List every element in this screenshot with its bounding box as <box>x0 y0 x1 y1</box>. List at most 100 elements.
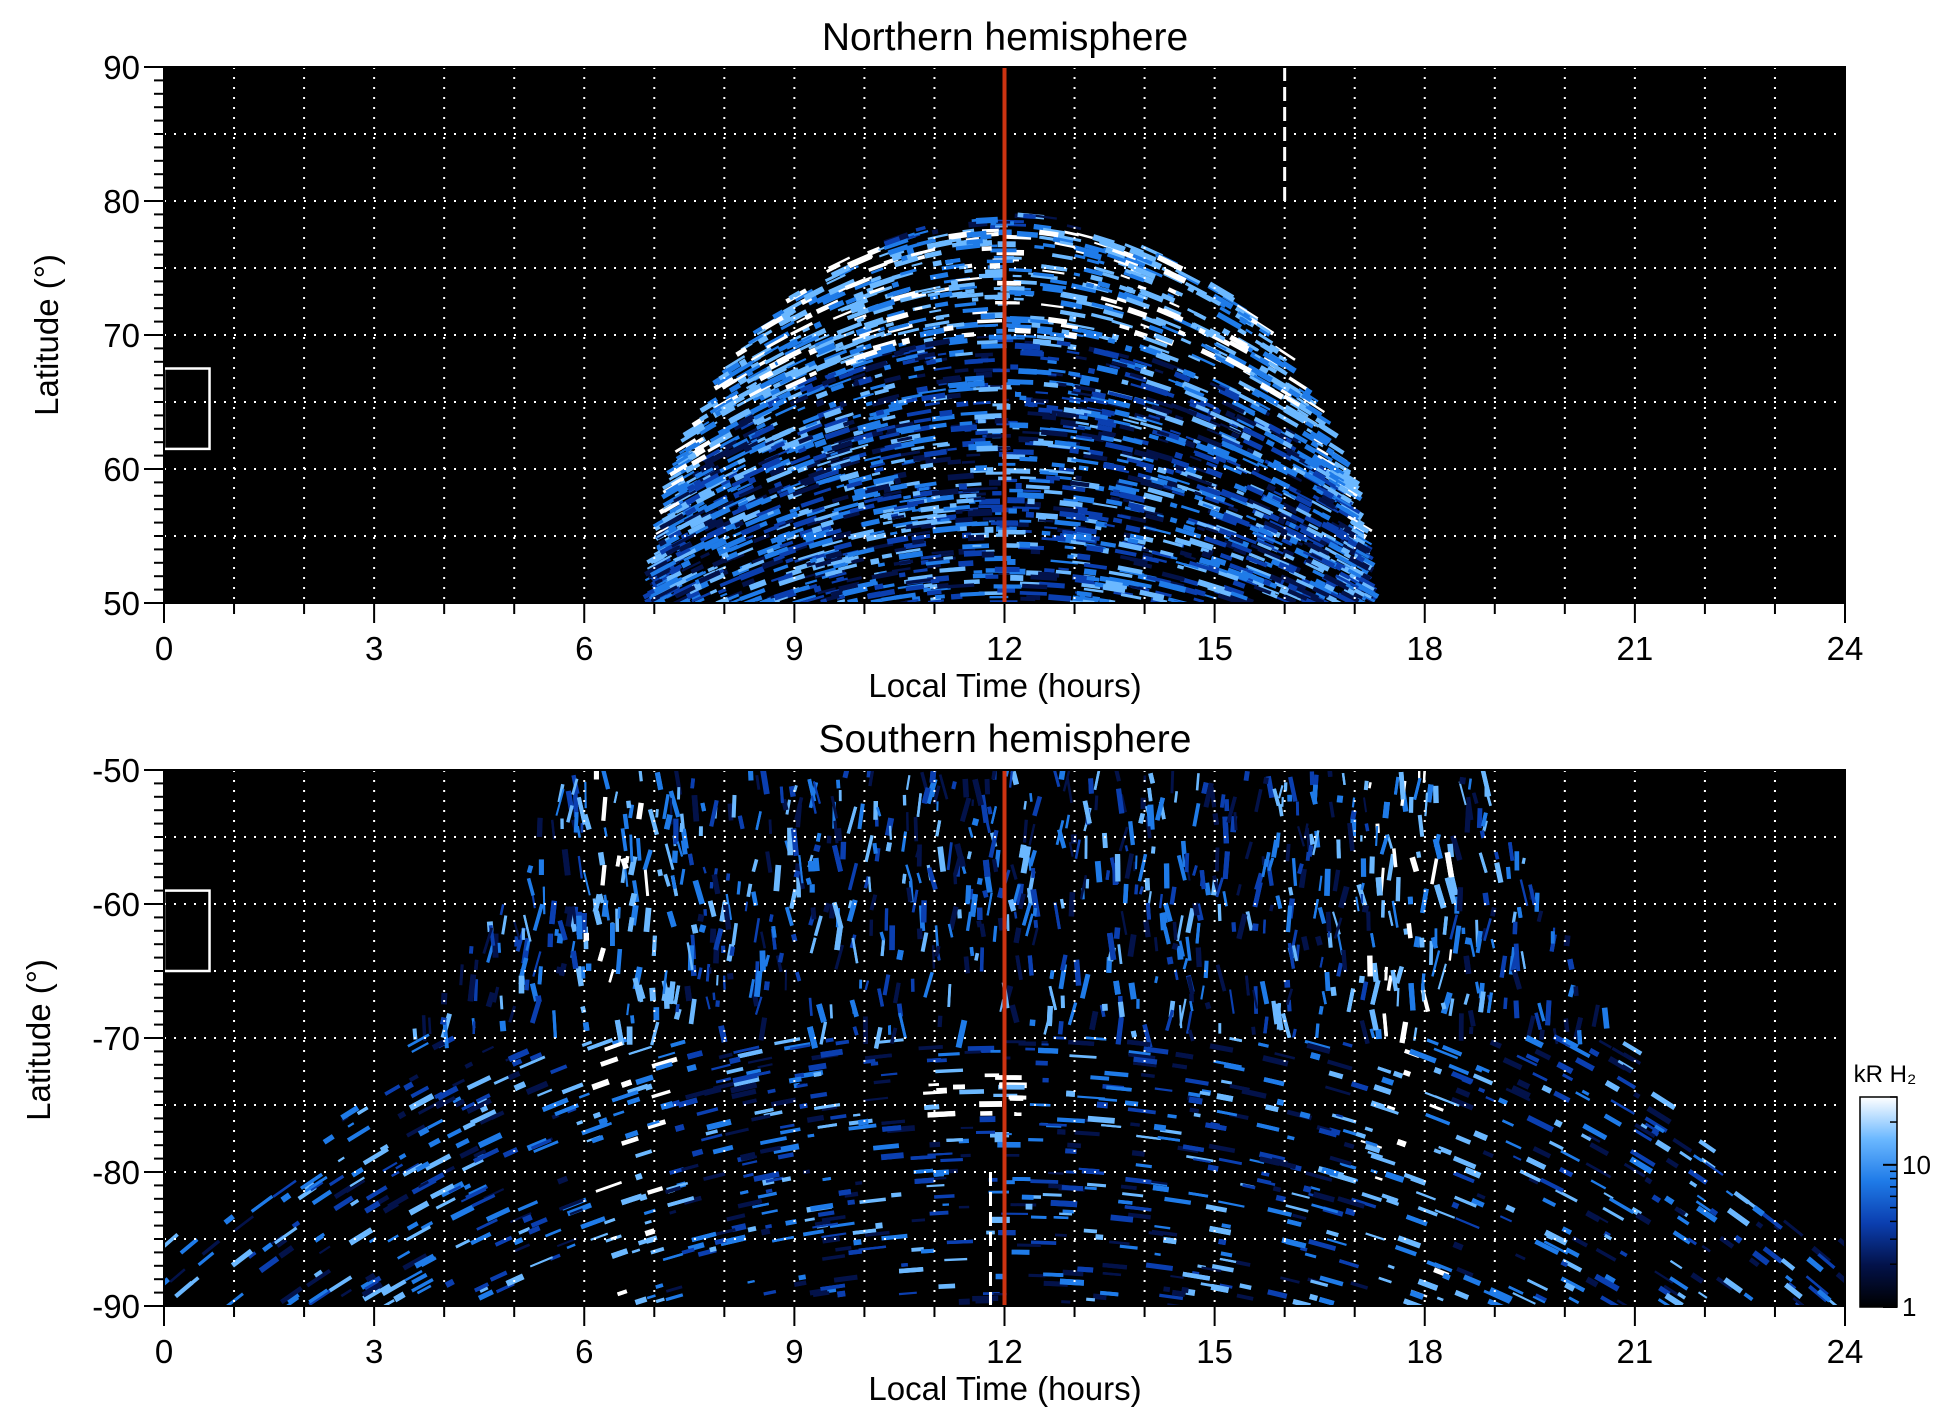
emission-streak <box>717 500 735 511</box>
emission-streak <box>912 453 931 463</box>
emission-streak <box>1236 1260 1251 1267</box>
emission-streak <box>1594 1273 1620 1292</box>
emission-streak <box>1047 316 1068 325</box>
emission-streak <box>882 382 896 391</box>
emission-streak <box>1377 1066 1392 1074</box>
emission-streak <box>719 404 736 417</box>
emission-streak <box>1347 524 1365 535</box>
emission-streak <box>1664 1292 1684 1306</box>
emission-streak <box>1511 968 1522 990</box>
emission-streak <box>1257 526 1268 536</box>
emission-streak <box>1270 547 1284 555</box>
emission-streak <box>1189 398 1207 409</box>
emission-streak <box>753 970 763 998</box>
emission-streak <box>1295 412 1309 423</box>
emission-streak <box>1120 1184 1137 1190</box>
emission-streak <box>833 502 859 513</box>
emission-streak <box>1331 1113 1357 1124</box>
emission-streak <box>776 348 802 365</box>
emission-streak <box>978 388 998 392</box>
emission-streak <box>1069 447 1080 454</box>
emission-streak <box>650 595 661 603</box>
emission-streak <box>1051 462 1065 468</box>
emission-streak <box>1033 919 1039 928</box>
emission-streak <box>901 873 907 884</box>
emission-streak <box>838 287 847 293</box>
emission-streak <box>1128 1052 1156 1060</box>
emission-streak <box>1169 301 1180 308</box>
emission-streak <box>1056 829 1067 849</box>
emission-streak <box>1324 546 1332 553</box>
emission-streak <box>957 909 962 919</box>
emission-streak <box>1468 1026 1474 1035</box>
emission-streak <box>397 1250 411 1260</box>
emission-streak <box>1120 593 1142 600</box>
emission-streak <box>473 1149 487 1158</box>
emission-streak <box>911 262 923 267</box>
emission-streak <box>1297 502 1312 514</box>
emission-streak <box>823 902 831 913</box>
emission-streak <box>1335 472 1360 492</box>
emission-streak <box>1233 483 1248 493</box>
emission-streak <box>519 957 529 977</box>
emission-streak <box>1091 391 1106 400</box>
emission-streak <box>800 496 825 508</box>
emission-streak <box>1154 1087 1173 1092</box>
emission-streak <box>1032 338 1052 346</box>
emission-streak <box>1028 1273 1046 1278</box>
emission-streak <box>698 421 717 436</box>
emission-streak <box>931 549 954 555</box>
emission-streak <box>554 1103 579 1117</box>
emission-streak <box>907 530 931 537</box>
emission-streak <box>1120 910 1128 936</box>
emission-streak <box>1100 296 1118 305</box>
emission-streak <box>1325 501 1336 510</box>
emission-streak <box>1048 594 1072 602</box>
emission-streak <box>716 371 737 386</box>
emission-streak <box>1117 513 1131 520</box>
emission-streak <box>1108 485 1137 496</box>
emission-streak <box>1064 545 1074 550</box>
emission-streak <box>935 820 942 837</box>
emission-streak <box>1324 868 1331 896</box>
emission-streak <box>635 1074 654 1086</box>
emission-streak <box>1172 1063 1188 1070</box>
emission-streak <box>779 1127 801 1135</box>
emission-streak <box>1217 499 1235 508</box>
emission-streak <box>705 1129 719 1136</box>
emission-streak <box>685 441 701 453</box>
emission-streak <box>1258 326 1272 337</box>
emission-streak <box>1079 973 1091 999</box>
emission-streak <box>1130 506 1145 514</box>
emission-streak <box>535 995 542 1003</box>
emission-streak <box>1137 853 1148 882</box>
emission-streak <box>1201 550 1212 559</box>
emission-streak <box>699 413 709 422</box>
emission-streak <box>864 455 882 462</box>
emission-streak <box>821 539 843 548</box>
emission-streak <box>566 804 574 823</box>
emission-streak <box>1124 1205 1152 1212</box>
emission-streak <box>1075 434 1092 440</box>
emission-streak <box>276 1238 288 1248</box>
emission-streak <box>930 596 942 603</box>
emission-streak <box>720 479 731 487</box>
emission-streak <box>511 1058 523 1067</box>
emission-streak <box>1275 433 1287 442</box>
emission-streak <box>620 857 629 870</box>
emission-streak <box>1092 502 1118 509</box>
emission-streak <box>972 778 984 806</box>
emission-streak <box>1085 282 1095 289</box>
emission-streak <box>760 770 770 795</box>
emission-streak <box>966 453 981 457</box>
emission-streak <box>1499 1215 1513 1223</box>
emission-streak <box>1245 911 1254 931</box>
emission-streak <box>1127 1107 1156 1115</box>
emission-streak <box>830 589 843 598</box>
emission-streak <box>1196 434 1223 449</box>
emission-streak <box>1463 993 1470 1006</box>
emission-streak <box>1178 940 1185 957</box>
emission-streak <box>1200 547 1210 554</box>
emission-streak <box>1242 437 1263 451</box>
emission-streak <box>1153 333 1174 345</box>
